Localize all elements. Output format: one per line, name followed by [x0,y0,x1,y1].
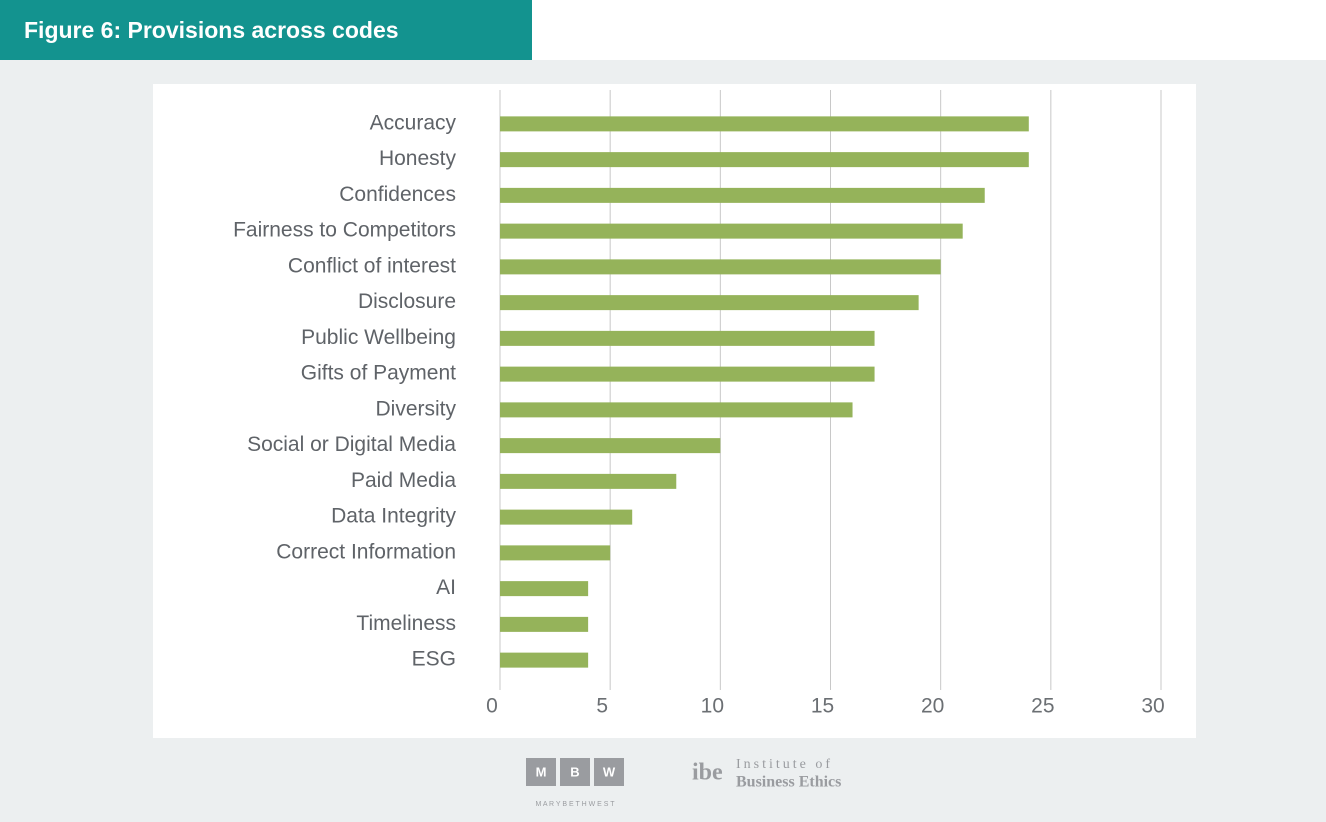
bar [500,402,853,418]
y-tick-label: AI [436,576,456,599]
x-tick-label: 0 [486,695,498,718]
y-tick-label: Timeliness [356,612,456,635]
bar [500,223,963,239]
bar [500,545,611,561]
y-tick-label: Gifts of Payment [301,362,456,385]
x-tick-label: 30 [1141,695,1164,718]
mbw-logo: M B W M A R Y B E T H W E S T [526,758,624,808]
ibe-logo: ibe Institute of Business Ethics [692,757,841,790]
bar [500,366,875,382]
logo-box [594,758,624,786]
y-tick-label: Correct Information [276,540,456,563]
title-banner [0,0,532,60]
bar [500,473,677,489]
logo-box [560,758,590,786]
y-tick-label: Data Integrity [331,505,456,528]
logo-letter: B [570,764,579,779]
x-tick-label: 10 [701,695,724,718]
x-tick-label: 25 [1031,695,1054,718]
bar [500,616,589,632]
y-tick-label: Social or Digital Media [247,433,456,456]
x-tick-label: 15 [811,695,834,718]
x-tick-label: 20 [921,695,944,718]
y-tick-label: Confidences [339,183,456,206]
x-tick-label: 5 [596,695,608,718]
logo-letter: W [603,764,616,779]
logo-letter: M [536,764,547,779]
y-tick-label: Accuracy [370,111,457,134]
y-tick-label: ESG [412,648,456,671]
bar [500,330,875,346]
bar [500,652,589,668]
logo-name: M A R Y B E T H W E S T [535,801,615,808]
logo-box [526,758,556,786]
y-tick-label: Honesty [379,147,457,170]
logo-mark: ibe [692,760,723,786]
bar [500,116,1029,132]
chart-title: Figure 6: Provisions across codes [24,17,399,43]
logo-line: Business Ethics [736,774,841,791]
bar [500,187,985,203]
y-tick-label: Public Wellbeing [301,326,456,349]
bar [500,581,589,597]
bar [500,509,633,525]
bar [500,295,919,311]
plot: 0 5 10 15 20 25 30 Accuracy Honesty Confidences Fa… [233,90,1165,718]
bar [500,259,941,275]
y-tick-label: Diversity [375,397,456,420]
logo-line: Institute of [736,757,833,772]
y-tick-label: Conflict of interest [288,254,456,277]
bar [500,438,721,454]
y-tick-label: Disclosure [358,290,456,313]
y-tick-label: Paid Media [351,469,456,492]
y-tick-label: Fairness to Competitors [233,219,456,242]
bar [500,152,1029,168]
